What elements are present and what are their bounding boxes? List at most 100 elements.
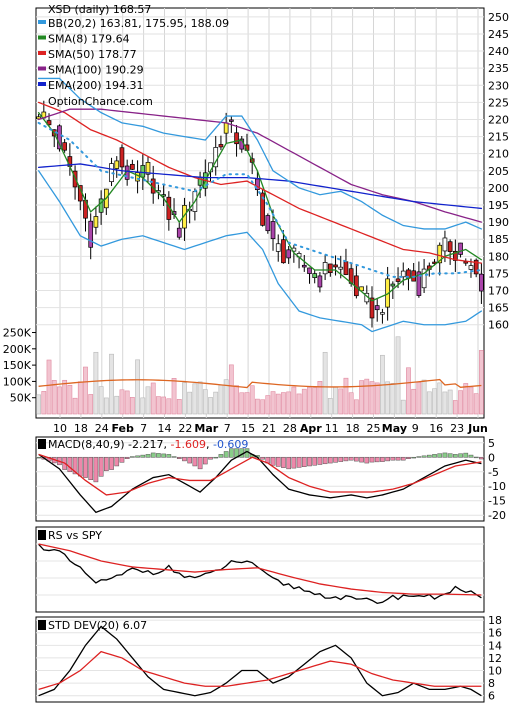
macd-histogram-bar bbox=[213, 457, 219, 459]
price-candle bbox=[447, 241, 453, 252]
y-tick-label: 14 bbox=[488, 639, 502, 652]
volume-bar bbox=[72, 397, 78, 415]
macd-histogram-bar bbox=[317, 457, 323, 465]
volume-bar bbox=[275, 393, 281, 415]
price-candle bbox=[218, 144, 224, 148]
macd-panel: 50 -5-10 -15-20 MACD(8,40,9) -2.217, -1.609… bbox=[35, 436, 506, 522]
volume-bar bbox=[426, 391, 432, 415]
price-candle bbox=[374, 305, 380, 311]
macd-histogram-bar bbox=[83, 457, 88, 478]
y-tick-label: 190 bbox=[488, 216, 509, 229]
volume-tick-label: 200K bbox=[3, 343, 32, 356]
y-tick-label: 195 bbox=[488, 199, 509, 212]
price-candle bbox=[265, 215, 271, 232]
price-candle bbox=[88, 220, 94, 248]
y-tick-label: 220 bbox=[488, 113, 509, 126]
volume-bar bbox=[249, 385, 255, 415]
price-candle bbox=[98, 198, 104, 213]
macd-histogram-bar bbox=[260, 457, 265, 460]
y-tick-label: 245 bbox=[488, 28, 509, 41]
legend-swatch bbox=[38, 66, 46, 71]
price-candle bbox=[286, 249, 291, 259]
volume-bar bbox=[317, 381, 323, 415]
y-tick-label: 6 bbox=[488, 690, 495, 703]
x-tick-label: Jun bbox=[467, 422, 488, 435]
macd-histogram-bar bbox=[176, 457, 182, 459]
std-legend: STD DEV(20) 6.07 bbox=[48, 619, 147, 632]
macd-histogram-bar bbox=[124, 457, 130, 459]
macd-histogram-bar bbox=[93, 457, 99, 483]
macd-histogram-bar bbox=[187, 457, 193, 464]
x-tick-label: 18 bbox=[346, 422, 360, 435]
macd-histogram-bar bbox=[354, 457, 359, 462]
volume-bar bbox=[41, 391, 47, 415]
macd-histogram-bar bbox=[202, 457, 208, 465]
x-tick-label: 18 bbox=[74, 422, 88, 435]
x-tick-label: 9 bbox=[412, 422, 419, 435]
legend-entry: SMA(50) 178.77 bbox=[48, 48, 137, 61]
x-tick-label: 22 bbox=[178, 422, 192, 435]
macd-histogram-bar bbox=[458, 453, 463, 458]
macd-legend-part: , bbox=[206, 438, 213, 451]
legend-swatch bbox=[38, 20, 46, 24]
macd-histogram-bar bbox=[156, 453, 161, 458]
volume-bar bbox=[473, 393, 479, 415]
macd-histogram-bar bbox=[119, 457, 125, 463]
x-tick-label: 16 bbox=[429, 422, 443, 435]
price-candle bbox=[260, 192, 265, 226]
macd-histogram-bar bbox=[426, 454, 432, 458]
rs-legend: RS vs SPY bbox=[48, 529, 102, 542]
volume-bar bbox=[468, 386, 474, 415]
x-tick-label: 15 bbox=[241, 422, 255, 435]
price-candle bbox=[390, 283, 396, 287]
volume-bar bbox=[228, 364, 234, 415]
x-tick-label: Feb bbox=[111, 422, 134, 435]
volume-bar bbox=[338, 388, 344, 415]
volume-bar bbox=[447, 389, 453, 415]
price-candle bbox=[130, 163, 135, 170]
volume-bar bbox=[312, 387, 318, 415]
macd-histogram-bar bbox=[88, 457, 94, 480]
volume-bar bbox=[62, 379, 68, 415]
macd-histogram-bar bbox=[130, 456, 135, 458]
volume-bar bbox=[57, 386, 62, 415]
y-tick-label: -20 bbox=[488, 509, 506, 522]
macd-histogram-bar bbox=[182, 457, 187, 462]
price-candle bbox=[229, 119, 234, 122]
volume-bar bbox=[353, 399, 359, 415]
macd-histogram-bar bbox=[348, 457, 354, 461]
price-candle bbox=[176, 227, 182, 238]
x-tick-label: 21 bbox=[262, 422, 276, 435]
volume-bar bbox=[239, 392, 245, 415]
price-candle bbox=[442, 237, 448, 252]
volume-bar bbox=[124, 390, 130, 415]
macd-histogram-bar bbox=[145, 454, 151, 458]
price-candle bbox=[234, 132, 239, 145]
volume-bar bbox=[202, 389, 208, 415]
y-tick-label: -10 bbox=[488, 480, 506, 493]
volume-bar bbox=[291, 386, 297, 415]
volume-bar bbox=[171, 378, 177, 415]
volume-bar bbox=[333, 386, 338, 415]
y-tick-label: 16 bbox=[488, 627, 502, 640]
volume-bar bbox=[442, 391, 448, 415]
x-tick-label: 11 bbox=[325, 422, 339, 435]
volume-bar bbox=[281, 392, 286, 415]
x-tick-label: 10 bbox=[53, 422, 67, 435]
y-tick-label: 200 bbox=[488, 182, 509, 195]
volume-bar bbox=[479, 350, 484, 415]
rs-panel: RS vs SPY bbox=[35, 526, 485, 613]
volume-bar bbox=[390, 383, 396, 415]
macd-histogram-bar bbox=[322, 457, 328, 465]
volume-bar bbox=[260, 399, 265, 415]
macd-histogram-bar bbox=[437, 453, 443, 458]
std-dev-line bbox=[38, 650, 482, 691]
macd-histogram-bar bbox=[114, 457, 120, 467]
macd-histogram-bar bbox=[150, 452, 156, 458]
macd-histogram-bar bbox=[109, 457, 114, 470]
price-candle bbox=[437, 244, 443, 264]
y-tick-label: 175 bbox=[488, 267, 509, 280]
macd-histogram-bar bbox=[442, 452, 448, 458]
macd-histogram-bar bbox=[135, 455, 140, 458]
legend-entry: BB(20,2) 163.81, 175.95, 188.09 bbox=[48, 17, 229, 30]
